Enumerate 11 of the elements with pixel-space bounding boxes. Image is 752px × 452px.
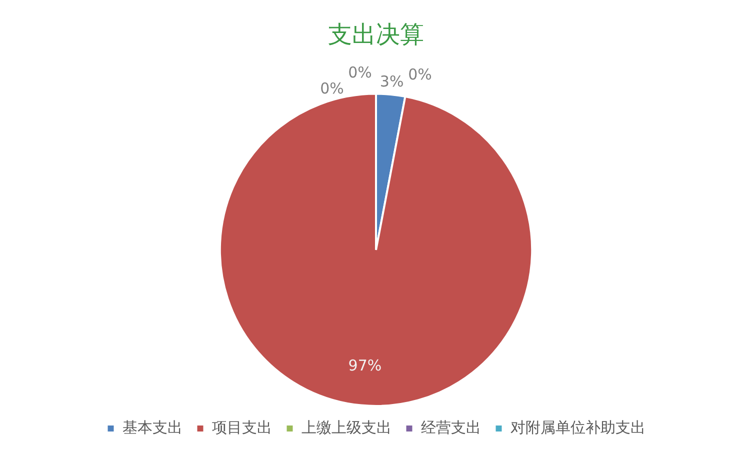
- legend-label: 上缴上级支出: [301, 418, 392, 436]
- chart-title: 支出决算: [328, 20, 424, 49]
- text: 0%: [348, 64, 372, 82]
- text: 0%: [320, 80, 344, 98]
- data-label: 97%: [348, 356, 382, 374]
- legend-label: 经营支出: [420, 418, 481, 436]
- legend-label: 对附属单位补助支出: [510, 418, 646, 436]
- legend-label: 项目支出: [212, 418, 272, 436]
- text: 0%: [408, 66, 432, 84]
- data-label: 3%: [380, 72, 404, 90]
- legend-label: 基本支出: [122, 418, 182, 436]
